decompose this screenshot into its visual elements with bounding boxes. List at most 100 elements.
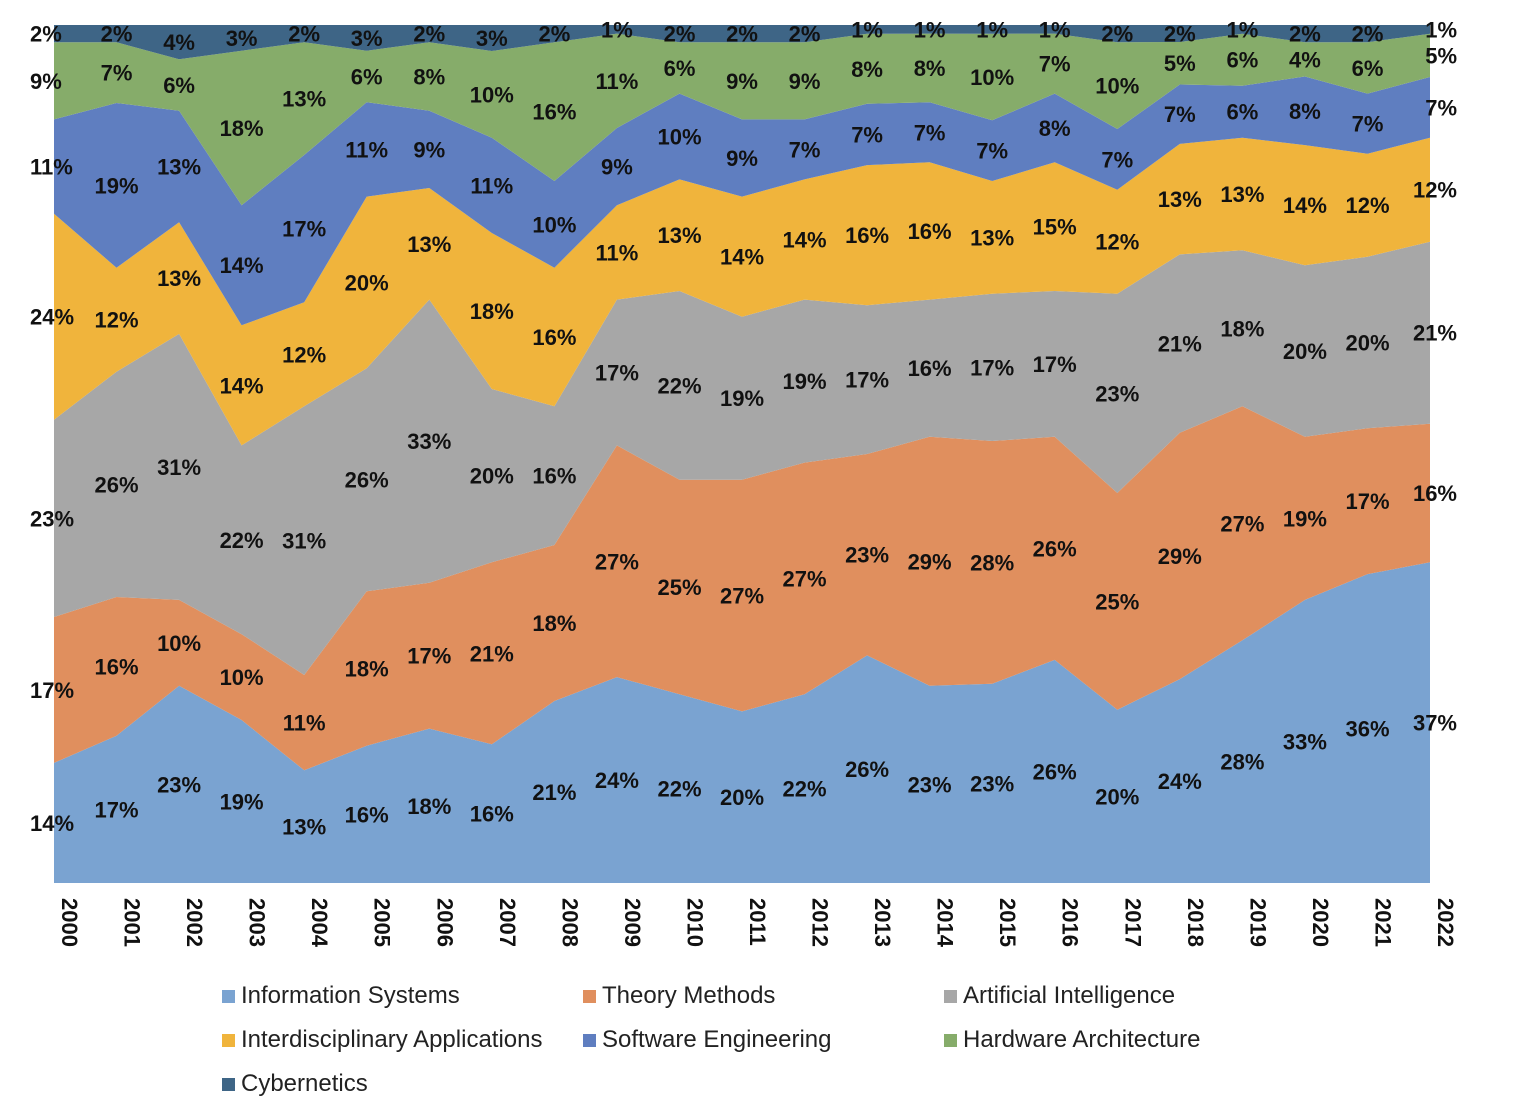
data-label-cybernetics-2009: 1% (601, 17, 633, 42)
data-label-information-systems-2011: 20% (720, 785, 764, 810)
data-label-artificial-intelligence-2008: 16% (532, 464, 576, 489)
x-tick-label-2019: 2019 (1245, 898, 1270, 947)
x-tick-label-2001: 2001 (120, 898, 145, 947)
legend-item-hardware-architecture: Hardware Architecture (944, 1026, 1200, 1054)
data-label-software-engineering-2000: 11% (30, 155, 73, 180)
legend-label: Hardware Architecture (963, 1026, 1201, 1053)
data-label-information-systems-2014: 23% (908, 772, 952, 797)
data-label-software-engineering-2002: 13% (157, 155, 201, 180)
data-label-information-systems-2012: 22% (782, 777, 826, 802)
data-label-interdisciplinary-applications-2001: 12% (94, 308, 138, 333)
data-label-interdisciplinary-applications-2022: 12% (1413, 178, 1457, 203)
legend-label: Artificial Intelligence (963, 982, 1176, 1009)
data-label-theory-methods-2003: 10% (220, 665, 264, 690)
data-label-theory-methods-2009: 27% (595, 549, 639, 574)
x-tick-label-2006: 2006 (432, 898, 457, 947)
data-label-cybernetics-2007: 3% (476, 26, 508, 51)
data-label-theory-methods-2007: 21% (470, 641, 514, 666)
data-label-cybernetics-2022: 1% (1425, 17, 1457, 42)
data-label-cybernetics-2002: 4% (163, 30, 195, 55)
data-label-theory-methods-2006: 17% (407, 644, 451, 669)
data-label-cybernetics-2017: 2% (1101, 22, 1133, 47)
data-label-artificial-intelligence-2018: 21% (1158, 332, 1202, 357)
data-label-theory-methods-2012: 27% (782, 566, 826, 591)
data-label-software-engineering-2020: 8% (1289, 99, 1321, 124)
x-tick-label-2007: 2007 (495, 898, 520, 947)
data-label-cybernetics-2015: 1% (976, 17, 1008, 42)
data-label-software-engineering-2022: 7% (1425, 95, 1457, 120)
data-label-software-engineering-2017: 7% (1101, 147, 1133, 172)
legend-item-interdisciplinary-applications: Interdisciplinary Applications (222, 1026, 543, 1054)
data-label-software-engineering-2007: 11% (470, 173, 513, 198)
area-software-engineering (54, 76, 1430, 326)
data-label-hardware-architecture-2007: 10% (470, 82, 514, 107)
data-label-information-systems-2022: 37% (1413, 711, 1457, 736)
x-tick-label-2004: 2004 (307, 898, 332, 948)
data-label-group: 14% 17% 23% 19% 13% 16% 18% 16% 21% 24% 22% 20% 22% 2… (30, 17, 1457, 839)
data-label-interdisciplinary-applications-2006: 13% (407, 232, 451, 257)
data-label-software-engineering-2004: 17% (282, 217, 326, 242)
data-label-interdisciplinary-applications-2005: 20% (345, 270, 389, 295)
data-label-cybernetics-2019: 1% (1227, 17, 1259, 42)
data-label-software-engineering-2014: 7% (914, 120, 946, 145)
x-tick-label-2005: 2005 (370, 898, 395, 947)
data-label-information-systems-2018: 24% (1158, 769, 1202, 794)
data-label-interdisciplinary-applications-2018: 13% (1158, 187, 1202, 212)
data-label-interdisciplinary-applications-2019: 13% (1220, 182, 1264, 207)
data-label-theory-methods-2020: 19% (1283, 506, 1327, 531)
x-tick-label-2012: 2012 (808, 898, 833, 947)
data-label-interdisciplinary-applications-2012: 14% (782, 228, 826, 253)
data-label-cybernetics-2008: 2% (539, 22, 571, 47)
data-label-artificial-intelligence-2013: 17% (845, 368, 889, 393)
data-label-interdisciplinary-applications-2014: 16% (908, 219, 952, 244)
data-label-interdisciplinary-applications-2004: 12% (282, 342, 326, 367)
data-label-theory-methods-2011: 27% (720, 584, 764, 609)
area-cybernetics (54, 25, 1430, 60)
area-theory-methods (54, 406, 1430, 771)
legend-label: Interdisciplinary Applications (241, 1026, 543, 1053)
data-label-artificial-intelligence-2022: 21% (1413, 321, 1457, 346)
data-label-software-engineering-2018: 7% (1164, 102, 1196, 127)
data-label-information-systems-2006: 18% (407, 794, 451, 819)
x-tick-label-2009: 2009 (620, 898, 645, 947)
data-label-artificial-intelligence-2019: 18% (1220, 316, 1264, 341)
data-label-artificial-intelligence-2012: 19% (782, 369, 826, 394)
x-tick-label-2011: 2011 (745, 898, 770, 946)
data-label-artificial-intelligence-2009: 17% (595, 361, 639, 386)
legend-swatch (222, 989, 235, 1003)
data-label-software-engineering-2003: 14% (220, 253, 264, 278)
legend-item-theory-methods: Theory Methods (583, 982, 775, 1010)
data-label-hardware-architecture-2008: 16% (532, 100, 576, 125)
data-label-hardware-architecture-2005: 6% (351, 65, 383, 90)
data-label-information-systems-2021: 36% (1345, 717, 1389, 742)
data-label-information-systems-2003: 19% (220, 790, 264, 815)
data-label-artificial-intelligence-2017: 23% (1095, 381, 1139, 406)
x-tick-label-2014: 2014 (933, 898, 958, 948)
data-label-hardware-architecture-2004: 13% (282, 87, 326, 112)
data-label-information-systems-2019: 28% (1220, 750, 1264, 775)
data-label-interdisciplinary-applications-2020: 14% (1283, 193, 1327, 218)
data-label-interdisciplinary-applications-2000: 24% (30, 305, 74, 330)
data-label-theory-methods-2018: 29% (1158, 544, 1202, 569)
data-label-hardware-architecture-2021: 6% (1352, 56, 1384, 81)
data-label-hardware-architecture-2016: 7% (1039, 52, 1071, 77)
x-tick-label-2010: 2010 (683, 898, 708, 947)
data-label-hardware-architecture-2011: 9% (726, 69, 758, 94)
data-label-artificial-intelligence-2003: 22% (220, 528, 264, 553)
data-label-cybernetics-2013: 1% (851, 17, 883, 42)
legend-swatch (583, 989, 596, 1003)
data-label-theory-methods-2005: 18% (345, 657, 389, 682)
x-tick-label-2013: 2013 (870, 898, 895, 947)
data-label-hardware-architecture-2013: 8% (851, 57, 883, 82)
data-label-software-engineering-2019: 6% (1227, 100, 1259, 125)
data-label-cybernetics-2020: 2% (1289, 22, 1321, 47)
data-label-theory-methods-2022: 16% (1413, 481, 1457, 506)
data-label-software-engineering-2001: 19% (94, 173, 138, 198)
data-label-artificial-intelligence-2006: 33% (407, 429, 451, 454)
data-label-software-engineering-2010: 10% (657, 125, 701, 150)
data-label-software-engineering-2012: 7% (789, 137, 821, 162)
data-label-interdisciplinary-applications-2013: 16% (845, 223, 889, 248)
data-label-cybernetics-2012: 2% (789, 22, 821, 47)
data-label-software-engineering-2008: 10% (532, 212, 576, 237)
data-label-theory-methods-2001: 16% (94, 654, 138, 679)
